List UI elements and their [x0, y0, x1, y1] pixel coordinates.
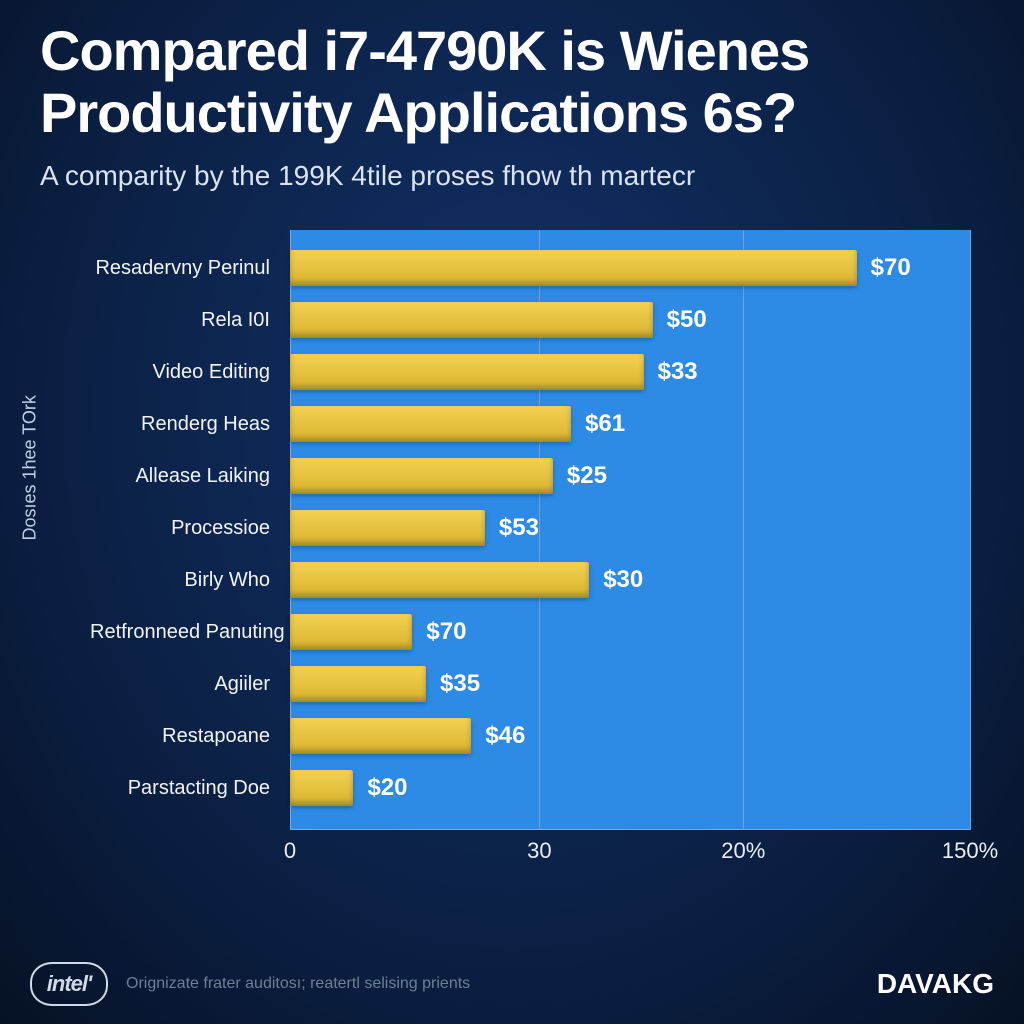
title-line2: Productivity Applications 6s?: [40, 81, 796, 144]
bar: [290, 614, 412, 650]
bar: [290, 406, 571, 442]
x-tick: 30: [527, 838, 551, 864]
brand-logo: DAVAKG: [877, 968, 994, 1000]
bar-label: Video Editing: [90, 361, 282, 384]
bar-row: Restapoane $46: [90, 716, 970, 756]
bar-value: $70: [871, 254, 911, 282]
page-subtitle: A comparity by the 199K 4tile proses fho…: [40, 160, 695, 192]
y-axis-label: Dosıes 1hee TOrk: [20, 395, 41, 540]
title-line1: Compared i7-4790K is Wienes: [40, 19, 809, 82]
bar-label: Renderg Heas: [90, 413, 282, 436]
footer: intel' Orignizate frater auditosı; reate…: [0, 944, 1024, 1024]
bar-value: $30: [603, 566, 643, 594]
bar: [290, 510, 485, 546]
bar-label: Restapoane: [90, 725, 282, 748]
bar-row: Parstacting Doe $20: [90, 768, 970, 808]
bar: [290, 302, 653, 338]
bar-label: Allease Laiking: [90, 465, 282, 488]
x-tick: 0: [284, 838, 296, 864]
x-tick: 20%: [721, 838, 765, 864]
bar-chart: Dosıes 1hee TOrk Resadervny Perinul$70Re…: [90, 230, 970, 880]
bar-row: Retfronneed Panuting $70: [90, 612, 970, 652]
bar: [290, 666, 426, 702]
bar: [290, 458, 553, 494]
bar-value: $53: [499, 514, 539, 542]
bar-value: $50: [667, 306, 707, 334]
bar-label: Retfronneed Panuting: [90, 621, 282, 644]
bar-label: Birly Who: [90, 569, 282, 592]
bar: [290, 718, 471, 754]
bar-value: $35: [440, 670, 480, 698]
page-title: Compared i7-4790K is Wienes Productivity…: [40, 20, 809, 143]
bar-label: Processioe: [90, 517, 282, 540]
bar-value: $46: [485, 722, 525, 750]
bar-row: Birly Who $30: [90, 560, 970, 600]
bar: [290, 354, 644, 390]
bar-value: $70: [426, 618, 466, 646]
bar-label: Parstacting Doe: [90, 777, 282, 800]
bar-label: Agiiler: [90, 673, 282, 696]
bar: [290, 250, 857, 286]
bar-value: $33: [658, 358, 698, 386]
bar: [290, 562, 589, 598]
footer-note: Orignizate frater auditosı; reatertl sel…: [126, 975, 470, 993]
bar-row: Processioe $53: [90, 508, 970, 548]
bar-row: Allease Laiking $25: [90, 456, 970, 496]
bar-label: Resadervny Perinul: [90, 257, 282, 280]
bar-row: Rela I0I $50: [90, 300, 970, 340]
bar-row: Resadervny Perinul $70: [90, 248, 970, 288]
bar-label: Rela I0I: [90, 309, 282, 332]
bar-row: Agiiler $35: [90, 664, 970, 704]
bar: [290, 770, 353, 806]
bar-row: Renderg Heas $61: [90, 404, 970, 444]
bar-value: $61: [585, 410, 625, 438]
intel-logo: intel': [30, 962, 108, 1006]
bar-value: $25: [567, 462, 607, 490]
gridline: [970, 230, 971, 830]
bar-value: $20: [367, 774, 407, 802]
x-tick: 150%: [942, 838, 998, 864]
bar-row: Video Editing $33: [90, 352, 970, 392]
